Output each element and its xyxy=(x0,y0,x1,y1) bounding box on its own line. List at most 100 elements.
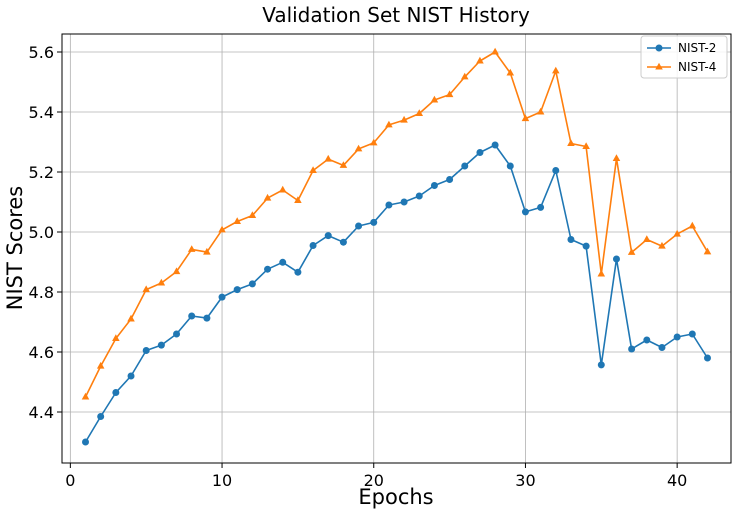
series-layer xyxy=(81,47,712,446)
x-tick-label: 40 xyxy=(667,471,687,490)
data-point-nist-4 xyxy=(673,229,681,237)
data-point-nist-2 xyxy=(582,242,590,250)
data-point-nist-4 xyxy=(430,95,439,103)
data-point-nist-4 xyxy=(627,248,636,255)
data-point-nist-4 xyxy=(127,314,135,322)
data-point-nist-4 xyxy=(597,269,606,277)
data-point-nist-2 xyxy=(506,162,514,170)
legend-marker-nist-4 xyxy=(655,62,663,70)
data-point-nist-4 xyxy=(339,161,348,168)
data-point-nist-2 xyxy=(82,438,90,446)
data-point-nist-2 xyxy=(248,280,256,288)
data-point-nist-2 xyxy=(673,333,681,341)
legend-label-nist-2: NIST-2 xyxy=(678,41,716,55)
y-tick-label: 5.2 xyxy=(29,163,54,182)
data-point-nist-4 xyxy=(703,247,712,255)
legend-label-nist-4: NIST-4 xyxy=(678,60,716,74)
y-tick-label: 4.8 xyxy=(29,283,54,302)
y-tick-label: 4.4 xyxy=(29,403,54,422)
plot-frame xyxy=(61,33,732,464)
data-point-nist-4 xyxy=(491,47,499,55)
data-point-nist-4 xyxy=(324,154,333,162)
data-point-nist-4 xyxy=(400,115,408,123)
data-point-nist-2 xyxy=(279,258,287,266)
data-point-nist-2 xyxy=(521,208,529,216)
data-point-nist-4 xyxy=(248,211,257,219)
y-axis-label: NIST Scores xyxy=(3,186,27,311)
data-point-nist-2 xyxy=(157,341,165,349)
data-point-nist-2 xyxy=(173,330,181,338)
data-point-nist-2 xyxy=(324,232,332,240)
data-point-nist-2 xyxy=(612,255,620,263)
y-tick-label: 5.0 xyxy=(29,223,54,242)
data-point-nist-4 xyxy=(415,109,424,117)
data-point-nist-4 xyxy=(142,285,150,293)
data-point-nist-2 xyxy=(567,236,575,243)
data-point-nist-2 xyxy=(552,167,560,174)
data-point-nist-2 xyxy=(385,201,393,209)
data-point-nist-2 xyxy=(430,182,438,189)
data-point-nist-4 xyxy=(643,235,651,243)
data-point-nist-4 xyxy=(612,154,621,162)
chart-title: Validation Set NIST History xyxy=(262,3,530,27)
data-point-nist-2 xyxy=(658,344,666,351)
data-point-nist-4 xyxy=(445,90,454,98)
data-point-nist-4 xyxy=(506,68,515,76)
data-point-nist-4 xyxy=(658,241,666,249)
y-tick-label: 4.6 xyxy=(29,343,54,362)
data-point-nist-4 xyxy=(157,278,166,286)
x-tick-label: 20 xyxy=(364,471,384,490)
data-point-nist-4 xyxy=(218,225,226,233)
data-point-nist-4 xyxy=(112,334,120,342)
grid-lines xyxy=(62,34,731,463)
y-tick-label: 5.6 xyxy=(29,43,54,62)
data-point-nist-2 xyxy=(643,336,651,344)
data-point-nist-4 xyxy=(460,72,469,80)
data-point-nist-2 xyxy=(294,268,302,276)
data-point-nist-4 xyxy=(476,56,484,64)
legend: NIST-2 NIST-4 xyxy=(640,35,728,79)
data-point-nist-4 xyxy=(552,66,560,74)
data-point-nist-4 xyxy=(233,217,241,225)
data-point-nist-2 xyxy=(127,372,135,380)
data-point-nist-4 xyxy=(536,107,545,115)
axis-ticks: 0 10 20 30 40 4.4 4.6 4.8 5.0 5.2 5.4 5.6 xyxy=(29,43,688,490)
data-point-nist-2 xyxy=(476,149,484,156)
data-point-nist-4 xyxy=(582,142,590,150)
data-point-nist-2 xyxy=(491,141,499,149)
data-point-nist-2 xyxy=(218,293,226,301)
data-point-nist-4 xyxy=(81,392,90,400)
data-point-nist-2 xyxy=(461,162,469,170)
x-tick-label: 30 xyxy=(515,471,535,490)
data-point-nist-2 xyxy=(142,347,150,354)
data-point-nist-2 xyxy=(264,265,272,273)
data-point-nist-4 xyxy=(385,120,393,128)
data-point-nist-4 xyxy=(96,361,105,369)
data-point-nist-4 xyxy=(567,139,575,147)
data-point-nist-2 xyxy=(97,413,105,420)
data-point-nist-2 xyxy=(233,286,241,294)
data-point-nist-2 xyxy=(688,330,696,338)
data-point-nist-2 xyxy=(446,176,454,183)
series-line-nist-4 xyxy=(84,51,709,398)
series-line-nist-2 xyxy=(84,144,709,443)
data-point-nist-4 xyxy=(187,245,196,252)
data-point-nist-4 xyxy=(294,196,302,204)
data-point-nist-2 xyxy=(370,218,378,226)
data-point-nist-2 xyxy=(400,198,408,206)
data-point-nist-2 xyxy=(355,222,363,230)
data-point-nist-4 xyxy=(521,114,530,122)
data-point-nist-2 xyxy=(537,203,545,211)
x-axis-label: Epochs xyxy=(358,485,433,509)
data-point-nist-4 xyxy=(263,193,272,201)
data-point-nist-4 xyxy=(278,185,287,193)
legend-marker-nist-2 xyxy=(655,44,663,52)
data-point-nist-2 xyxy=(203,314,211,322)
y-tick-label: 5.4 xyxy=(29,103,54,122)
data-point-nist-4 xyxy=(203,247,211,255)
data-point-nist-4 xyxy=(172,267,181,275)
data-point-nist-2 xyxy=(628,345,636,353)
data-point-nist-2 xyxy=(415,192,423,200)
x-tick-label: 0 xyxy=(65,471,75,490)
